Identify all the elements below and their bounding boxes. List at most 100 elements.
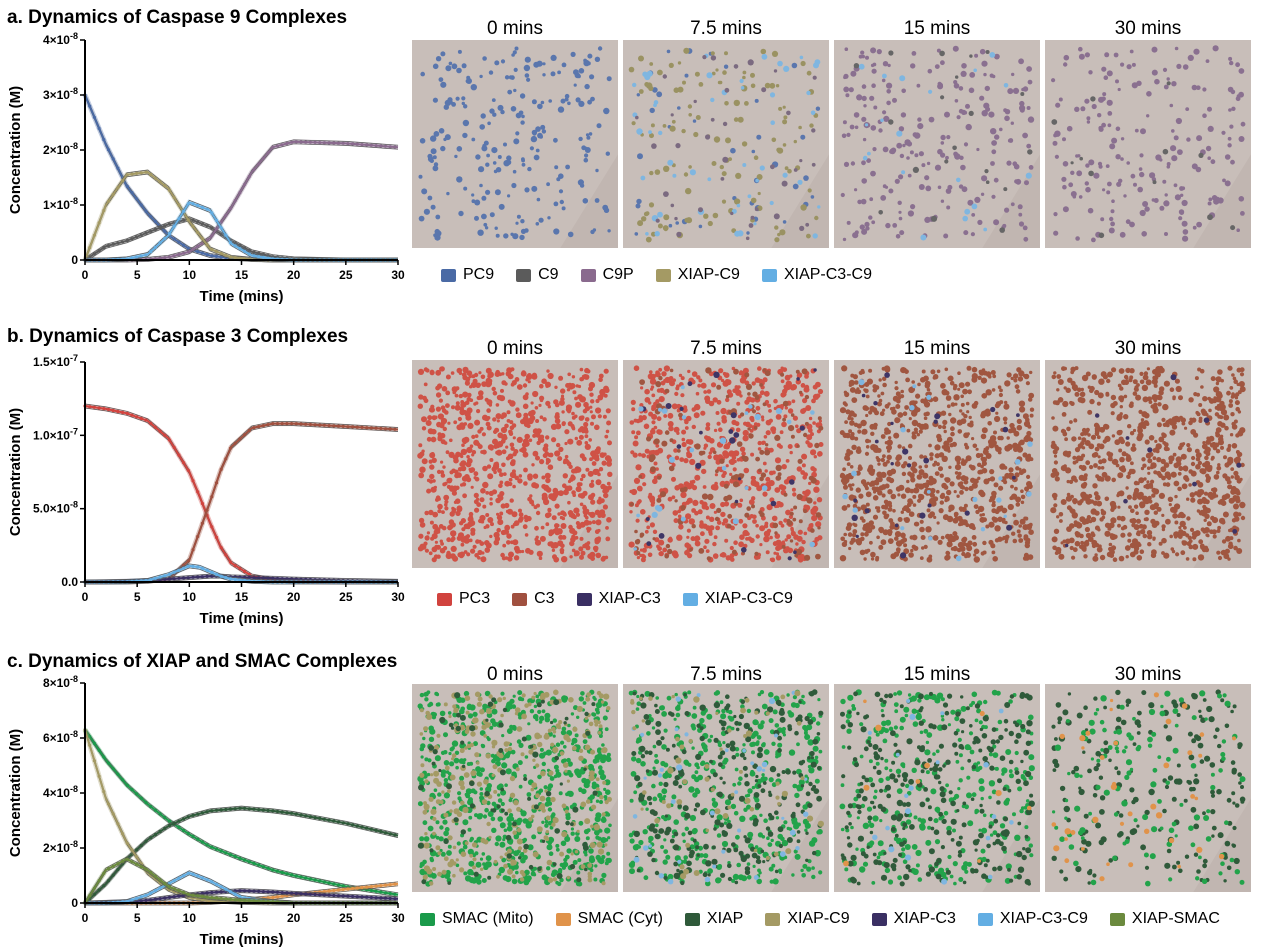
particle [1147,542,1152,547]
particle [971,213,976,217]
particle [547,216,551,220]
particle [1017,376,1024,382]
particle [577,394,583,400]
particle [1139,379,1145,385]
particle [903,517,907,521]
particle [773,406,778,411]
x-tick-label: 20 [287,268,301,282]
series-point [346,142,350,146]
particle [566,409,572,414]
particle [1057,379,1064,385]
particle [447,421,451,425]
particle [1216,465,1222,471]
particle [1119,438,1125,445]
series-point [266,423,270,427]
particle [861,228,868,235]
particle [721,171,727,177]
series-point [233,441,237,445]
particle [959,518,965,525]
particle [539,398,544,403]
particle [495,167,502,173]
particle [605,429,610,434]
particle [873,490,877,494]
particle [1230,225,1236,231]
particle [952,545,958,552]
particle [747,59,754,66]
particle [554,418,561,424]
particle [1177,445,1183,451]
legend-label: PC9 [463,266,495,283]
particle [810,110,816,116]
particle [584,443,591,450]
particle [847,532,853,537]
particle [868,368,873,373]
particle [882,366,887,371]
particle [1086,116,1091,121]
particle [975,447,979,451]
particle [458,210,464,217]
particle [694,474,701,481]
particle [872,495,879,501]
particle [541,378,547,384]
particle [894,536,899,541]
particle [667,496,673,502]
particle [524,73,530,78]
particle [1139,371,1144,376]
particle [570,51,576,57]
particle [933,515,937,519]
particle [694,535,701,542]
particle [524,533,529,537]
particle [638,474,643,479]
series-point [322,423,326,427]
particle [589,410,593,414]
particle [740,412,745,417]
particle [672,173,677,178]
particle [522,394,529,401]
particle [480,519,485,524]
particle [699,430,703,435]
particle [1020,92,1025,96]
particle [600,498,605,504]
particle [524,56,531,63]
particle [978,369,983,374]
particle [963,230,969,236]
particle [558,399,565,406]
particle [956,494,960,498]
particle [659,491,667,498]
particle [654,169,661,175]
particle [864,508,870,514]
particle [1231,421,1236,427]
particle [527,166,532,172]
particle [658,551,663,556]
particle [1102,92,1107,97]
particle [1216,550,1221,555]
particle [804,384,810,390]
particle [450,545,457,552]
particle [1004,472,1011,479]
particle [808,481,812,486]
particle [967,540,973,546]
particle [982,461,987,466]
series-point [135,197,139,201]
particle [795,369,800,374]
particle [646,541,652,546]
legend-item: XIAP-C3-C9 [761,266,872,284]
particle [910,63,916,69]
particle [1215,376,1222,383]
particle [843,73,849,79]
particle [751,381,756,386]
particle [643,423,650,430]
particle [804,554,811,561]
particle [1188,469,1193,474]
particle [908,417,912,421]
series-line [85,140,399,261]
particle [1062,161,1069,167]
particle [919,512,926,519]
series-point [92,405,96,409]
particle [429,520,434,525]
particle [1208,408,1212,413]
particle [484,547,491,553]
particle [848,414,852,419]
particle [779,430,784,435]
particle [841,133,847,139]
